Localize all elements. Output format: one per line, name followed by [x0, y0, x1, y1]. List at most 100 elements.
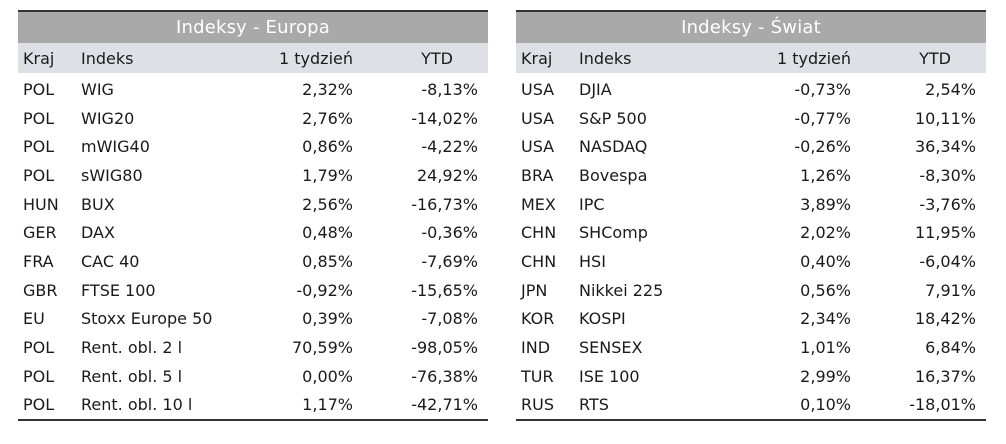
index-cell: ISE 100	[579, 366, 640, 386]
week-change-cell: 70,59%	[291, 338, 353, 358]
table-row: GER DAX 0,48% -0,36%	[18, 218, 488, 247]
country-cell: BRA	[521, 165, 554, 185]
index-cell: Bovespa	[579, 165, 648, 185]
week-change-cell: 1,79%	[302, 165, 353, 185]
table-row: IND SENSEX 1,01% 6,84%	[516, 333, 986, 362]
ytd-change-cell: 10,11%	[914, 108, 976, 128]
index-cell: RTS	[579, 395, 609, 415]
week-change-cell: 0,85%	[302, 251, 353, 271]
europe-indices-table: Indeksy - Europa Kraj Indeks 1 tydzień Y…	[18, 10, 488, 422]
country-cell: KOR	[521, 309, 555, 329]
header-ytd: YTD	[421, 48, 453, 68]
ytd-change-cell: -3,76%	[919, 194, 976, 214]
table-row: POL WIG20 2,76% -14,02%	[18, 104, 488, 133]
table-row: JPN Nikkei 225 0,56% 7,91%	[516, 276, 986, 305]
header-ytd: YTD	[919, 48, 951, 68]
week-change-cell: 2,56%	[302, 194, 353, 214]
week-change-cell: 2,99%	[800, 366, 851, 386]
table-row: USA NASDAQ -0,26% 36,34%	[516, 132, 986, 161]
index-cell: Rent. obl. 10 l	[81, 395, 193, 415]
header-index: Indeks	[81, 48, 134, 68]
ytd-change-cell: -8,13%	[421, 79, 478, 99]
week-change-cell: 0,39%	[302, 309, 353, 329]
index-cell: IPC	[579, 194, 605, 214]
index-cell: Stoxx Europe 50	[81, 309, 213, 329]
country-cell: IND	[521, 338, 551, 358]
week-change-cell: -0,77%	[794, 108, 851, 128]
world-indices-table: Indeksy - Świat Kraj Indeks 1 tydzień YT…	[516, 10, 986, 422]
index-cell: DAX	[81, 223, 115, 243]
week-change-cell: 0,40%	[800, 251, 851, 271]
table-body: POL WIG 2,32% -8,13% POL WIG20 2,76% -14,02% POL…	[18, 73, 488, 419]
index-cell: Rent. obl. 2 l	[81, 338, 183, 358]
header-country: Kraj	[23, 48, 55, 68]
table-row: USA DJIA -0,73% 2,54%	[516, 75, 986, 104]
country-cell: RUS	[521, 395, 554, 415]
ytd-change-cell: 7,91%	[925, 280, 976, 300]
ytd-change-cell: -14,02%	[411, 108, 478, 128]
table-row: POL Rent. obl. 2 l 70,59% -98,05%	[18, 333, 488, 362]
week-change-cell: -0,92%	[296, 280, 353, 300]
ytd-change-cell: 18,42%	[914, 309, 976, 329]
table-row: RUS RTS 0,10% -18,01%	[516, 391, 986, 420]
table-row: FRA CAC 40 0,85% -7,69%	[18, 247, 488, 276]
header-week: 1 tydzień	[279, 48, 353, 68]
table-body: USA DJIA -0,73% 2,54% USA S&P 500 -0,77% 10,11%…	[516, 73, 986, 419]
country-cell: CHN	[521, 223, 557, 243]
country-cell: USA	[521, 79, 555, 99]
week-change-cell: 2,02%	[800, 223, 851, 243]
index-cell: SHComp	[579, 223, 648, 243]
ytd-change-cell: -15,65%	[411, 280, 478, 300]
index-cell: S&P 500	[579, 108, 647, 128]
index-cell: sWIG80	[81, 165, 143, 185]
week-change-cell: 0,48%	[302, 223, 353, 243]
table-title: Indeksy - Europa	[18, 12, 488, 43]
table-header-row: Kraj Indeks 1 tydzień YTD	[516, 43, 986, 73]
country-cell: POL	[23, 165, 55, 185]
country-cell: GER	[23, 223, 57, 243]
index-cell: BUX	[81, 194, 115, 214]
country-cell: POL	[23, 395, 55, 415]
table-row: CHN SHComp 2,02% 11,95%	[516, 218, 986, 247]
country-cell: HUN	[23, 194, 59, 214]
country-cell: FRA	[23, 251, 54, 271]
country-cell: EU	[23, 309, 45, 329]
table-row: EU Stoxx Europe 50 0,39% -7,08%	[18, 305, 488, 334]
country-cell: TUR	[521, 366, 554, 386]
ytd-change-cell: -76,38%	[411, 366, 478, 386]
table-row: POL sWIG80 1,79% 24,92%	[18, 161, 488, 190]
ytd-change-cell: -6,04%	[919, 251, 976, 271]
index-cell: SENSEX	[579, 338, 643, 358]
ytd-change-cell: 6,84%	[925, 338, 976, 358]
ytd-change-cell: 2,54%	[925, 79, 976, 99]
week-change-cell: 2,76%	[302, 108, 353, 128]
table-row: HUN BUX 2,56% -16,73%	[18, 190, 488, 219]
index-cell: NASDAQ	[579, 137, 648, 157]
ytd-change-cell: -98,05%	[411, 338, 478, 358]
ytd-change-cell: -8,30%	[919, 165, 976, 185]
ytd-change-cell: -18,01%	[909, 395, 976, 415]
table-row: CHN HSI 0,40% -6,04%	[516, 247, 986, 276]
index-cell: KOSPI	[579, 309, 626, 329]
table-row: POL WIG 2,32% -8,13%	[18, 75, 488, 104]
week-change-cell: 2,34%	[800, 309, 851, 329]
table-title: Indeksy - Świat	[516, 12, 986, 43]
index-cell: CAC 40	[81, 251, 140, 271]
ytd-change-cell: -42,71%	[411, 395, 478, 415]
week-change-cell: 1,26%	[800, 165, 851, 185]
index-cell: WIG20	[81, 108, 135, 128]
header-country: Kraj	[521, 48, 553, 68]
country-cell: CHN	[521, 251, 557, 271]
index-cell: Rent. obl. 5 l	[81, 366, 183, 386]
week-change-cell: 0,86%	[302, 137, 353, 157]
week-change-cell: 0,10%	[800, 395, 851, 415]
week-change-cell: 1,17%	[302, 395, 353, 415]
index-cell: WIG	[81, 79, 114, 99]
week-change-cell: 2,32%	[302, 79, 353, 99]
country-cell: POL	[23, 366, 55, 386]
ytd-change-cell: 11,95%	[914, 223, 976, 243]
index-cell: DJIA	[579, 79, 612, 99]
country-cell: USA	[521, 108, 555, 128]
week-change-cell: 1,01%	[800, 338, 851, 358]
index-cell: Nikkei 225	[579, 280, 664, 300]
